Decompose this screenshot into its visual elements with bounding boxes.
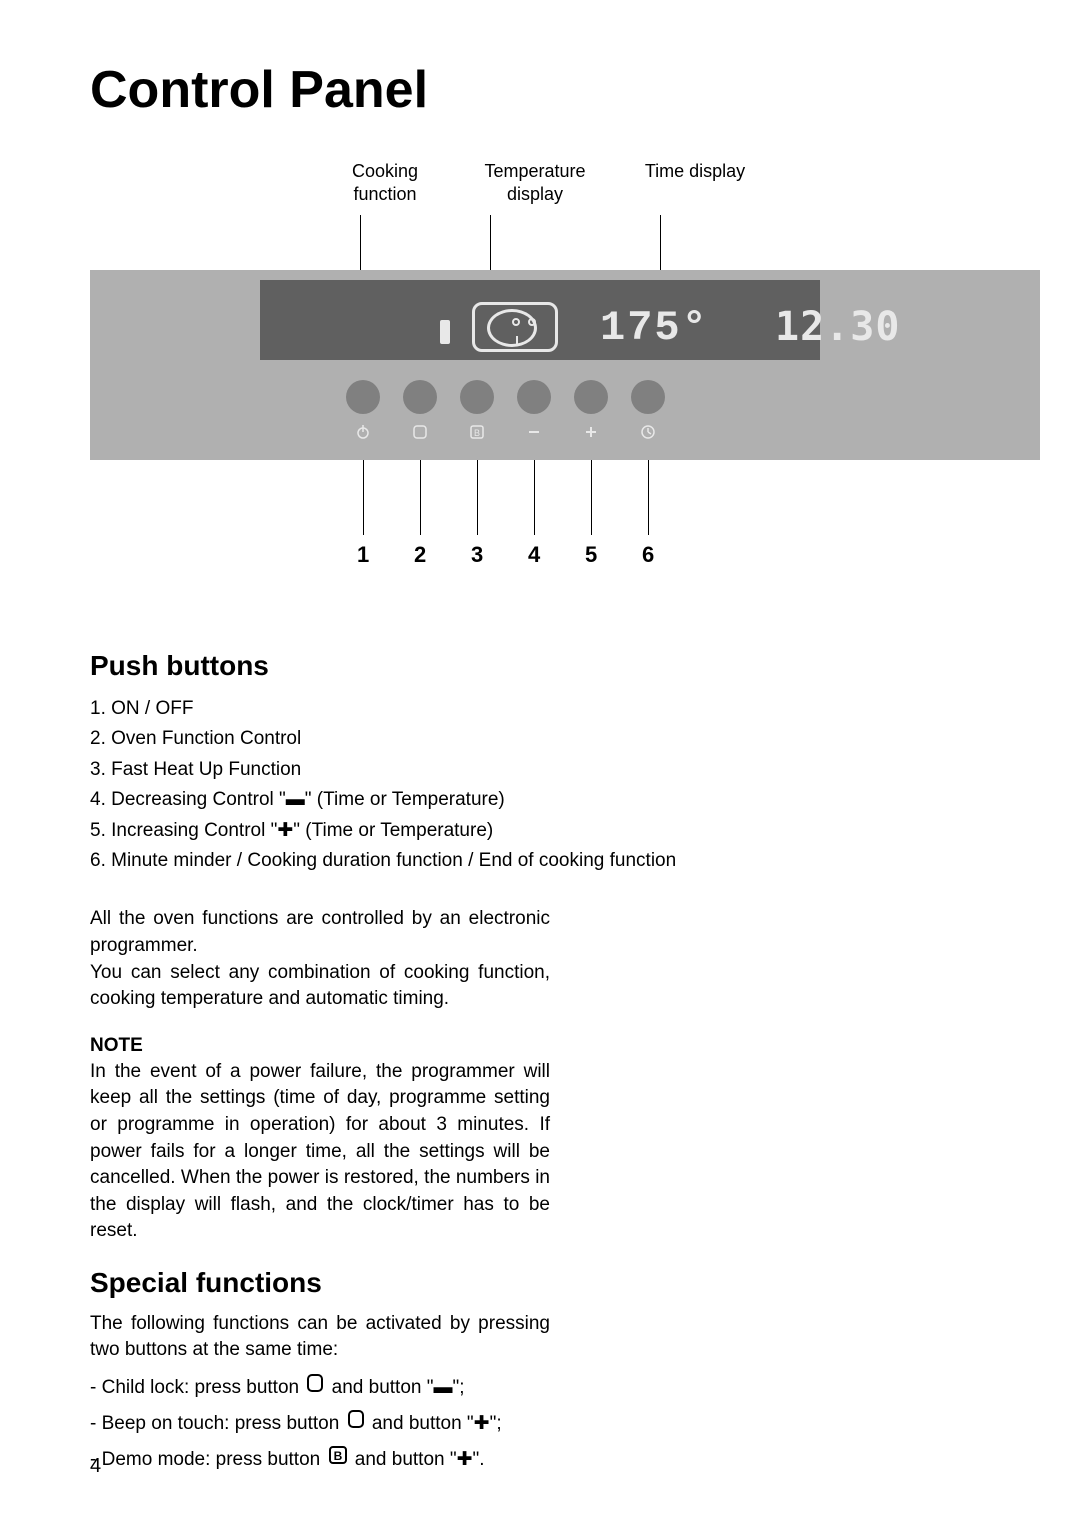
svg-text:B: B <box>333 1449 342 1463</box>
page-title: Control Panel <box>90 60 990 120</box>
button-3-fast-heat[interactable] <box>460 380 494 414</box>
cooking-function-icon <box>472 302 558 352</box>
special-item-beep: - Beep on touch: press button and button… <box>90 1406 990 1442</box>
note-paragraph: In the event of a power failure, the pro… <box>90 1059 550 1245</box>
list-item: 4. Decreasing Control "▬" (Time or Tempe… <box>90 785 990 815</box>
power-icon <box>346 424 380 440</box>
power-indicator-icon <box>440 320 450 344</box>
clock-icon <box>631 424 665 440</box>
intro-paragraph: All the oven functions are controlled by… <box>90 906 550 1012</box>
callout-num-1: 1 <box>357 542 369 568</box>
page-number: 4 <box>90 1455 101 1478</box>
button-5-plus[interactable] <box>574 380 608 414</box>
tick-cooking <box>360 215 361 275</box>
special-item-demo: - Demo mode: press button B and button "… <box>90 1442 990 1478</box>
label-cooking-function: Cookingfunction <box>330 160 440 207</box>
special-functions-heading: Special functions <box>90 1267 990 1299</box>
push-buttons-list: 1. ON / OFF 2. Oven Function Control 3. … <box>90 694 990 876</box>
callout-num-3: 3 <box>471 542 483 568</box>
callout-num-2: 2 <box>414 542 426 568</box>
list-item: 3. Fast Heat Up Function <box>90 755 990 785</box>
list-item: 1. ON / OFF <box>90 694 990 724</box>
bottom-callouts: 1 2 3 4 5 6 <box>90 460 990 590</box>
button-6-clock[interactable] <box>631 380 665 414</box>
button-4-minus[interactable] <box>517 380 551 414</box>
special-intro: The following functions can be activated… <box>90 1311 550 1364</box>
fast-heat-icon: B <box>460 424 494 440</box>
callout-num-6: 6 <box>642 542 654 568</box>
list-item: 2. Oven Function Control <box>90 724 990 754</box>
button-2-function[interactable] <box>403 380 437 414</box>
temperature-value: 175° <box>600 304 709 352</box>
special-functions-list: - Child lock: press button and button "▬… <box>90 1370 990 1478</box>
tick-temp <box>490 215 491 275</box>
note-label: NOTE <box>90 1035 990 1057</box>
time-value: 12.30 <box>775 304 900 350</box>
special-item-child-lock: - Child lock: press button and button "▬… <box>90 1370 990 1406</box>
display-panel: 175° 12.30 <box>260 280 820 360</box>
push-buttons-heading: Push buttons <box>90 650 990 682</box>
plus-icon <box>574 424 608 440</box>
control-panel-diagram: Cookingfunction Temperaturedisplay Time … <box>90 160 990 590</box>
button-row: B <box>330 380 710 460</box>
svg-text:B: B <box>474 428 480 438</box>
button-1-onoff[interactable] <box>346 380 380 414</box>
label-temperature-display: Temperaturedisplay <box>470 160 600 207</box>
control-panel-strip: 175° 12.30 B <box>90 270 1040 460</box>
label-time-display: Time display <box>630 160 760 183</box>
minus-icon <box>517 424 551 440</box>
oven-icon <box>306 1370 324 1406</box>
fast-heat-icon: B <box>328 1442 348 1478</box>
tick-time <box>660 215 661 275</box>
list-item: 5. Increasing Control "✚" (Time or Tempe… <box>90 816 990 846</box>
oven-icon <box>403 424 437 440</box>
callout-num-4: 4 <box>528 542 540 568</box>
list-item: 6. Minute minder / Cooking duration func… <box>90 846 990 876</box>
callout-num-5: 5 <box>585 542 597 568</box>
oven-icon <box>347 1406 365 1442</box>
